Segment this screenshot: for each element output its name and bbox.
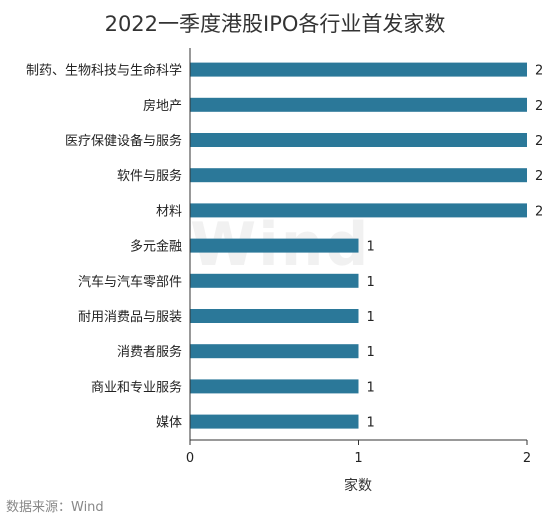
category-label: 汽车与汽车零部件 bbox=[78, 274, 182, 290]
category-label: 多元金融 bbox=[130, 239, 182, 255]
bar bbox=[190, 379, 359, 394]
value-label: 1 bbox=[367, 310, 375, 325]
value-label: 2 bbox=[535, 169, 543, 184]
category-label: 医疗保健设备与服务 bbox=[65, 133, 182, 149]
bar bbox=[190, 309, 359, 323]
x-tick-label: 1 bbox=[354, 451, 362, 466]
category-labels: 制药、生物科技与生命科学房地产医疗保健设备与服务软件与服务材料多元金融汽车与汽车… bbox=[26, 63, 182, 431]
x-tick-label: 2 bbox=[523, 451, 531, 466]
bar bbox=[190, 273, 359, 288]
value-label: 1 bbox=[367, 416, 375, 431]
value-labels: 2 2 2 2 2 1 1 1 1 1 1 bbox=[367, 64, 544, 431]
category-label: 制药、生物科技与生命科学 bbox=[26, 63, 182, 79]
category-label: 材料 bbox=[156, 204, 182, 219]
bar bbox=[190, 133, 527, 147]
bar bbox=[190, 203, 527, 218]
category-label: 耐用消费品与服装 bbox=[78, 310, 182, 325]
bar bbox=[190, 97, 527, 112]
source-note: 数据来源：Wind bbox=[6, 500, 104, 515]
value-label: 2 bbox=[535, 134, 543, 149]
bar bbox=[190, 168, 527, 183]
value-label: 1 bbox=[367, 345, 375, 360]
x-axis: 0 1 2 bbox=[186, 48, 531, 466]
category-label: 消费者服务 bbox=[117, 344, 182, 360]
category-label: 商业和专业服务 bbox=[91, 379, 182, 395]
category-label: 软件与服务 bbox=[117, 168, 182, 184]
chart-title: 2022一季度港股IPO各行业首发家数 bbox=[104, 12, 446, 36]
bar bbox=[190, 414, 359, 429]
bar bbox=[190, 344, 359, 359]
category-label: 房地产 bbox=[143, 98, 182, 114]
value-label: 2 bbox=[535, 204, 543, 219]
bar bbox=[190, 62, 527, 77]
value-label: 2 bbox=[535, 99, 543, 114]
x-tick-label: 0 bbox=[186, 451, 194, 466]
bars-layer bbox=[190, 62, 527, 429]
value-label: 1 bbox=[367, 275, 375, 290]
value-label: 2 bbox=[535, 64, 543, 79]
category-label: 媒体 bbox=[156, 416, 182, 431]
bar bbox=[190, 238, 359, 253]
value-label: 1 bbox=[367, 380, 375, 395]
x-axis-title: 家数 bbox=[344, 477, 372, 494]
value-label: 1 bbox=[367, 240, 375, 255]
